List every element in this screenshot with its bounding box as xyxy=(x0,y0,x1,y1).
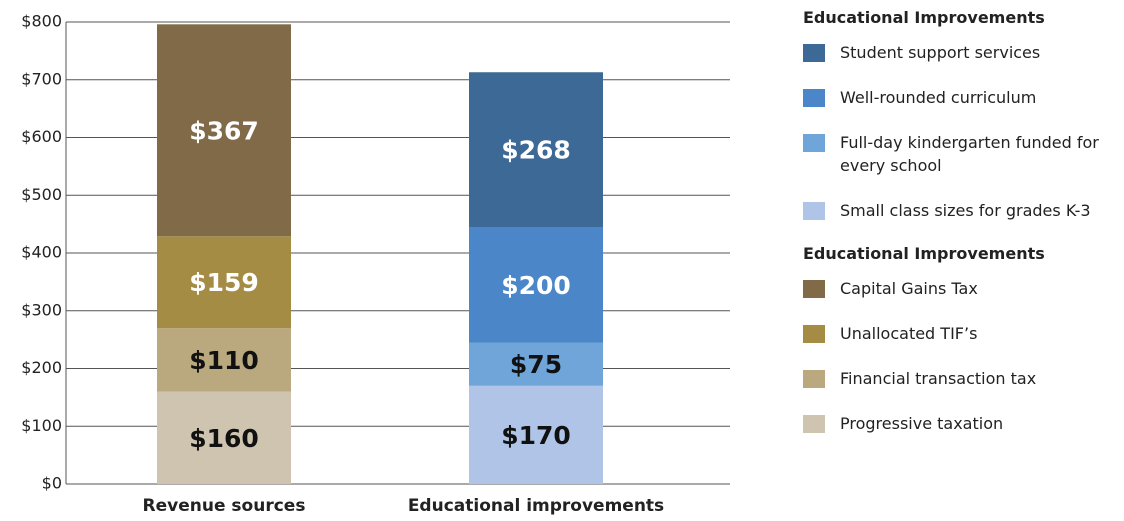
data-label: $200 xyxy=(501,271,571,300)
chart: $0 $100 $200 $300 $400 $500 $600 $700 $800 Revenu… xyxy=(21,12,730,516)
bar-segment xyxy=(469,72,603,228)
y-tick-label: $300 xyxy=(21,300,62,319)
legend-swatch xyxy=(803,280,825,298)
legend-entry: Student support services xyxy=(803,41,1113,64)
legend-swatch xyxy=(803,370,825,388)
y-tick-label: $700 xyxy=(21,69,62,88)
data-label: $75 xyxy=(510,350,562,379)
legend-swatch xyxy=(803,89,825,107)
legend-label: Capital Gains Tax xyxy=(840,279,978,298)
y-tick-label: $800 xyxy=(21,12,62,31)
legend-entry: Capital Gains Tax xyxy=(803,277,1113,300)
bar-segment xyxy=(157,328,291,392)
legend-label: Progressive taxation xyxy=(840,414,1004,433)
legend-entry: Well-rounded curriculum xyxy=(803,86,1113,109)
legend-label: Well-rounded curriculum xyxy=(840,88,1037,107)
legend-title: Educational Improvements xyxy=(803,8,1045,27)
bar-segment xyxy=(469,385,603,484)
y-tick-label: $100 xyxy=(21,416,62,435)
legend-label: Student support services xyxy=(840,43,1041,62)
data-label: $110 xyxy=(189,346,259,375)
legend-swatch xyxy=(803,134,825,152)
legend-entry: Progressive taxation xyxy=(803,412,1113,435)
data-label: $367 xyxy=(189,116,259,145)
data-label: $268 xyxy=(501,136,571,165)
legend-swatch xyxy=(803,44,825,62)
legend-swatch xyxy=(803,415,825,433)
legend-label: Small class sizes for grades K-3 xyxy=(840,201,1091,220)
bar-segment xyxy=(157,391,291,484)
bar-segment xyxy=(469,342,603,386)
bar-segment xyxy=(157,24,291,237)
y-tick-label: $400 xyxy=(21,243,62,262)
legend-swatch xyxy=(803,325,825,343)
legend-swatch xyxy=(803,202,825,220)
x-tick-label: Educational improvements xyxy=(408,496,664,516)
legend: Educational Improvements Student support … xyxy=(803,8,1113,457)
y-tick-label: $600 xyxy=(21,127,62,146)
x-tick-label: Revenue sources xyxy=(143,496,306,516)
legend-label: Unallocated TIF’s xyxy=(840,324,978,343)
legend-entry: Small class sizes for grades K-3 xyxy=(803,199,1113,222)
legend-entry: Full-day kindergarten funded for every s… xyxy=(803,131,1113,177)
data-label: $170 xyxy=(501,421,571,450)
y-tick-label: $200 xyxy=(21,358,62,377)
legend-label: Full-day kindergarten funded for every s… xyxy=(840,133,1099,175)
y-tick-label: $0 xyxy=(42,474,62,493)
legend-entry: Unallocated TIF’s xyxy=(803,322,1113,345)
legend-entry: Financial transaction tax xyxy=(803,367,1113,390)
bar-segment xyxy=(157,236,291,329)
bar-segment xyxy=(469,227,603,343)
legend-label: Financial transaction tax xyxy=(840,369,1037,388)
data-label: $160 xyxy=(189,424,259,453)
data-label: $159 xyxy=(189,268,259,297)
legend-title: Educational Improvements xyxy=(803,244,1045,263)
y-tick-label: $500 xyxy=(21,185,62,204)
